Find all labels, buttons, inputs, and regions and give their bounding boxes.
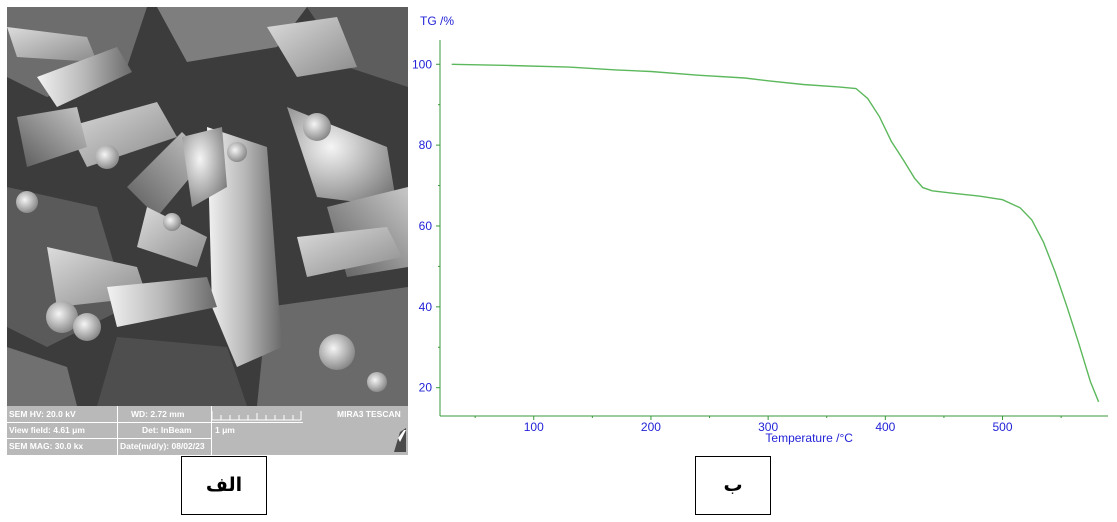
sem-wd: WD: 2.72 mm xyxy=(131,409,185,419)
x-axis-label: Temperature /°C xyxy=(765,431,853,445)
sem-panel: SEM HV: 20.0 kV WD: 2.72 mm MIRA3 TESCAN… xyxy=(7,7,408,455)
sem-databar: SEM HV: 20.0 kV WD: 2.72 mm MIRA3 TESCAN… xyxy=(7,406,408,455)
y-tick-label: 80 xyxy=(419,138,433,152)
sem-scale-label: 1 μm xyxy=(215,425,235,435)
y-tick-label: 60 xyxy=(419,219,433,233)
label-a: الف xyxy=(181,456,267,515)
x-tick-label: 100 xyxy=(524,420,544,434)
tga-chart: TG /% 20 40 60 80 100 100 200 300 400 500 Temper… xyxy=(412,14,1108,445)
sem-view-field: View field: 4.61 μm xyxy=(9,425,85,435)
y-tick-label: 40 xyxy=(419,300,433,314)
x-tick-label: 300 xyxy=(758,420,778,434)
sem-micrograph xyxy=(7,7,408,406)
x-axis: 100 200 300 400 500 xyxy=(474,416,1062,434)
tescan-logo-icon xyxy=(394,428,406,452)
x-tick-label: 500 xyxy=(993,420,1013,434)
x-tick-label: 400 xyxy=(875,420,895,434)
tg-curve xyxy=(451,63,1100,403)
y-tick-label: 100 xyxy=(412,57,432,71)
y-axis: 20 40 60 80 100 xyxy=(412,57,440,395)
sem-date: Date(m/d/y): 08/02/23 xyxy=(120,441,205,451)
sem-hv: SEM HV: 20.0 kV xyxy=(9,409,76,419)
x-tick-label: 200 xyxy=(641,420,661,434)
label-b: ب xyxy=(695,456,771,515)
sem-detector: Det: InBeam xyxy=(142,425,192,435)
sem-brand: MIRA3 TESCAN xyxy=(337,409,401,419)
sem-magnification: SEM MAG: 30.0 kx xyxy=(9,441,84,451)
y-tick-label: 20 xyxy=(419,381,433,395)
y-axis-label: TG /% xyxy=(420,14,454,28)
scale-bar-icon xyxy=(211,411,302,421)
